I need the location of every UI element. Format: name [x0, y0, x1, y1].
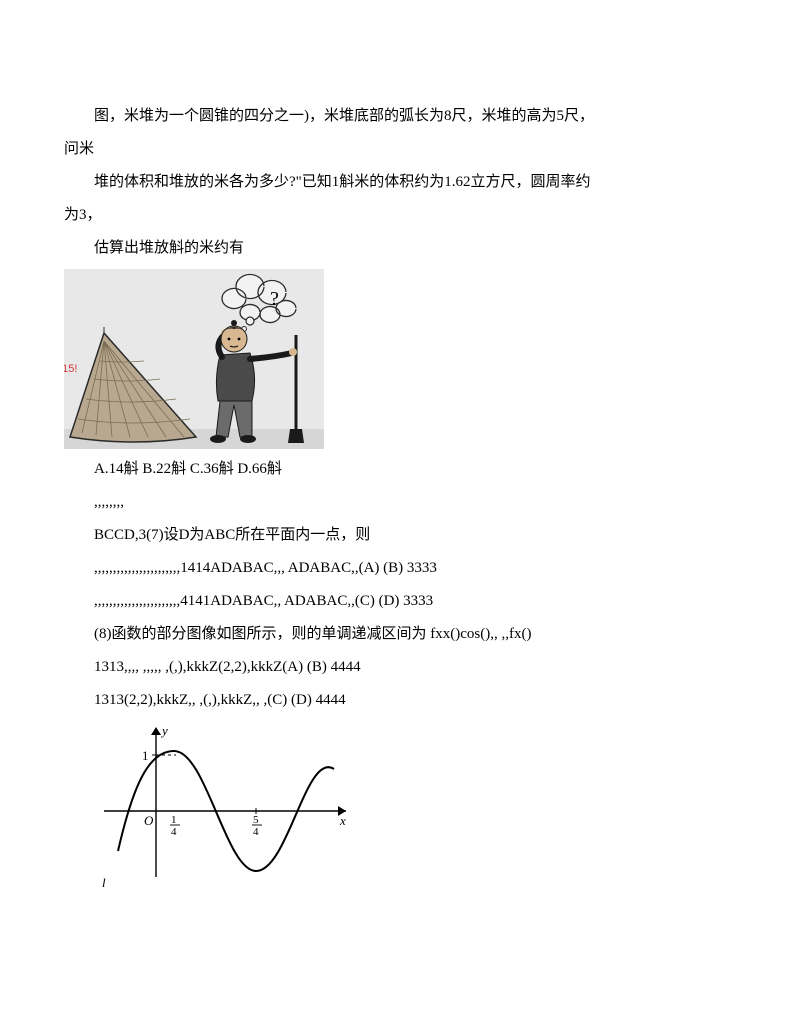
paragraph: ,,,,,,,,,,,,,,,,,,,,,,,1414ADABAC,,, ADA…: [64, 552, 736, 585]
paragraph: 1313(2,2),kkkZ,, ,(,),kkkZ,, ,(C) (D) 44…: [64, 684, 736, 717]
y-axis-label: y: [160, 723, 168, 738]
svg-text:1: 1: [171, 814, 177, 826]
x-axis-label: x: [339, 813, 346, 828]
paragraph: BCCD,3(7)设D为ABC所在平面内一点，则: [64, 519, 736, 552]
paragraph: 估算出堆放斛的米约有: [64, 232, 736, 265]
paragraph: (8)函数的部分图像如图所示，则的单调递减区间为 fxx()cos(),, ,,…: [64, 618, 736, 651]
figure-cone-farmer: ?: [64, 269, 736, 449]
tick-five-quarter: 5 4: [252, 808, 262, 838]
svg-text:4: 4: [253, 826, 259, 838]
paragraph: ,,,,,,,,: [64, 486, 736, 519]
document-page: 图，米堆为一个圆锥的四分之一)，米堆底部的弧长为8尺，米堆的高为5尺， 问米 堆…: [0, 0, 800, 935]
cosine-graph-svg: 1 O y x l 1 4 5 4: [94, 721, 354, 891]
y-one-label: 1: [142, 748, 149, 763]
question-mark-icon: ?: [270, 288, 279, 310]
paragraph: 堆的体积和堆放的米各为多少?"已知1斛米的体积约为1.62立方尺，圆周率约: [64, 166, 736, 199]
rice-cone: [70, 327, 196, 442]
origin-label: O: [144, 813, 154, 828]
axes: [104, 727, 346, 877]
paragraph: 1313,,,, ,,,,, ,(,),kkkZ(2,2),kkkZ(A) (B…: [64, 651, 736, 684]
farmer-figure: [210, 320, 304, 443]
watermark-text: 015!: [64, 357, 77, 381]
figure-cosine-graph: 1 O y x l 1 4 5 4: [94, 721, 354, 891]
answer-options: A.14斛 B.22斛 C.36斛 D.66斛: [64, 453, 736, 486]
farmer-illustration-svg: ?: [64, 269, 324, 449]
paragraph: 为3，: [64, 199, 736, 232]
svg-text:5: 5: [253, 814, 259, 826]
illustration-container: ?: [64, 269, 324, 449]
svg-text:4: 4: [171, 826, 177, 838]
tick-one-quarter: 1 4: [170, 814, 180, 838]
paragraph: 图，米堆为一个圆锥的四分之一)，米堆底部的弧长为8尺，米堆的高为5尺，: [64, 100, 736, 133]
l-label: l: [102, 875, 106, 890]
paragraph: 问米: [64, 133, 736, 166]
paragraph: ,,,,,,,,,,,,,,,,,,,,,,,4141ADABAC,, ADAB…: [64, 585, 736, 618]
